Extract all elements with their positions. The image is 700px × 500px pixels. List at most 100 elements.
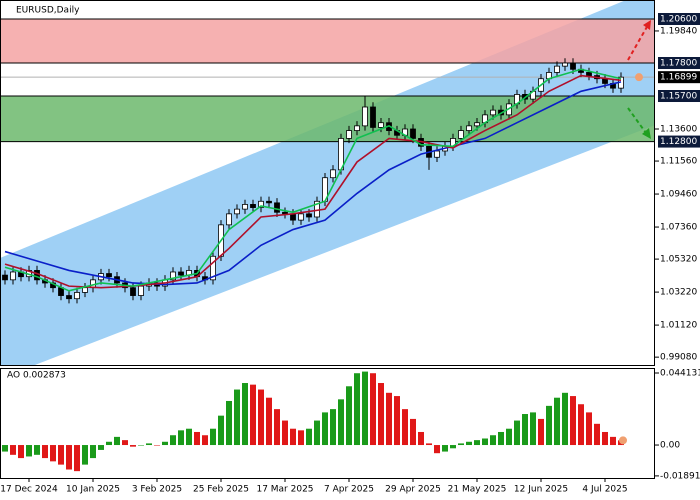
candle-body	[282, 211, 288, 215]
ao-bar	[58, 445, 64, 465]
ao-bar	[338, 399, 344, 446]
ao-bar	[250, 384, 256, 446]
candle-body	[210, 255, 216, 281]
candle-body	[306, 213, 312, 218]
candle-body	[258, 200, 264, 208]
ao-bar	[146, 443, 152, 446]
level-label: 1.12800	[660, 137, 697, 147]
ao-bar	[418, 431, 424, 446]
ao-bar	[594, 423, 600, 446]
last-marker	[635, 73, 643, 82]
candle-body	[82, 287, 88, 293]
ao-bar	[234, 389, 240, 446]
ao-bar	[290, 428, 296, 446]
y-tick-label: 1.03220	[660, 288, 697, 298]
ao-bar	[538, 418, 544, 446]
ao-bar	[522, 414, 528, 446]
level-label-bg	[658, 57, 700, 70]
candle-body	[570, 62, 576, 70]
ao-bar	[322, 412, 328, 446]
ao-bar	[90, 445, 96, 459]
candle-body	[490, 109, 496, 116]
ao-bar	[122, 440, 128, 446]
ao-bar	[426, 443, 432, 446]
moving-average	[4, 74, 622, 289]
candle-body	[274, 202, 280, 213]
y-tick-label: -0.01891	[660, 471, 700, 481]
candle-body	[170, 271, 176, 281]
last-price-bg	[658, 71, 700, 84]
y-tick-label: 1.09460	[660, 190, 697, 200]
level-label: 1.17800	[660, 59, 697, 69]
ao-bar	[26, 445, 32, 457]
down-arrow	[627, 107, 647, 134]
y-tick-label: 1.11560	[660, 157, 697, 167]
ao-bar	[42, 445, 48, 459]
ao-bar	[370, 373, 376, 446]
candle-body	[130, 287, 136, 296]
ao-bar	[202, 435, 208, 446]
ao-bar	[378, 383, 384, 446]
candle-body	[266, 200, 272, 204]
up-arrow-head	[643, 20, 651, 30]
ao-bar	[354, 373, 360, 446]
x-tick-label: 21 May 2025	[448, 485, 507, 495]
y-tick-label: 1.01120	[660, 321, 697, 331]
ao-bar	[154, 445, 160, 446]
chart-title: EURUSD,Daily	[16, 6, 80, 16]
candle-body	[242, 204, 248, 210]
ao-bar	[282, 420, 288, 446]
ao-bar	[314, 420, 320, 446]
x-tick-label: 17 Mar 2025	[256, 485, 313, 495]
zone	[0, 19, 655, 64]
candle-body	[378, 122, 384, 128]
candle-body	[74, 292, 80, 300]
ao-bar	[554, 397, 560, 446]
ao-bar	[10, 445, 16, 455]
y-tick-label: 1.07360	[660, 223, 697, 233]
candle-body	[458, 130, 464, 139]
x-tick-label: 29 Apr 2025	[385, 485, 441, 495]
ao-bar	[106, 441, 112, 446]
x-tick-label: 10 Jan 2025	[66, 485, 120, 495]
y-tick-label: 0.99080	[660, 353, 697, 363]
candle-body	[474, 122, 480, 127]
ao-bar	[330, 409, 336, 446]
candle-body	[178, 271, 184, 276]
ao-bar	[162, 441, 168, 446]
ao-bar	[242, 383, 248, 446]
ao-bar	[498, 431, 504, 446]
candle-body	[106, 273, 112, 278]
candle-body	[562, 62, 568, 67]
x-tick-label: 4 Jul 2025	[582, 485, 627, 495]
ao-last-marker	[619, 436, 627, 445]
ao-bar	[194, 431, 200, 446]
price-panel	[0, 0, 655, 365]
ao-bar	[2, 445, 8, 452]
price-frame	[0, 0, 655, 366]
ao-bar	[74, 445, 80, 472]
ao-bar	[266, 397, 272, 446]
ao-bar	[306, 428, 312, 446]
ao-bar	[298, 430, 304, 446]
x-tick-label: 3 Feb 2025	[132, 485, 182, 495]
ao-bar	[602, 431, 608, 446]
ao-bar	[610, 436, 616, 446]
candle-body	[138, 285, 144, 296]
level-label-bg	[658, 13, 700, 26]
ao-bar	[18, 445, 24, 459]
level-label-bg	[658, 135, 700, 148]
candle-body	[330, 169, 336, 179]
ao-bar	[178, 430, 184, 446]
down-arrow-head	[642, 128, 651, 139]
candle-body	[226, 213, 232, 226]
ao-bar	[114, 436, 120, 446]
ao-bar	[514, 420, 520, 446]
ao-bar	[450, 445, 456, 449]
moving-average	[4, 68, 622, 292]
ao-bar	[130, 445, 136, 447]
level-label: 1.15700	[660, 92, 697, 102]
ao-bar	[490, 435, 496, 446]
ao-bar	[274, 409, 280, 446]
ao-title: AO 0.002873	[7, 371, 66, 381]
